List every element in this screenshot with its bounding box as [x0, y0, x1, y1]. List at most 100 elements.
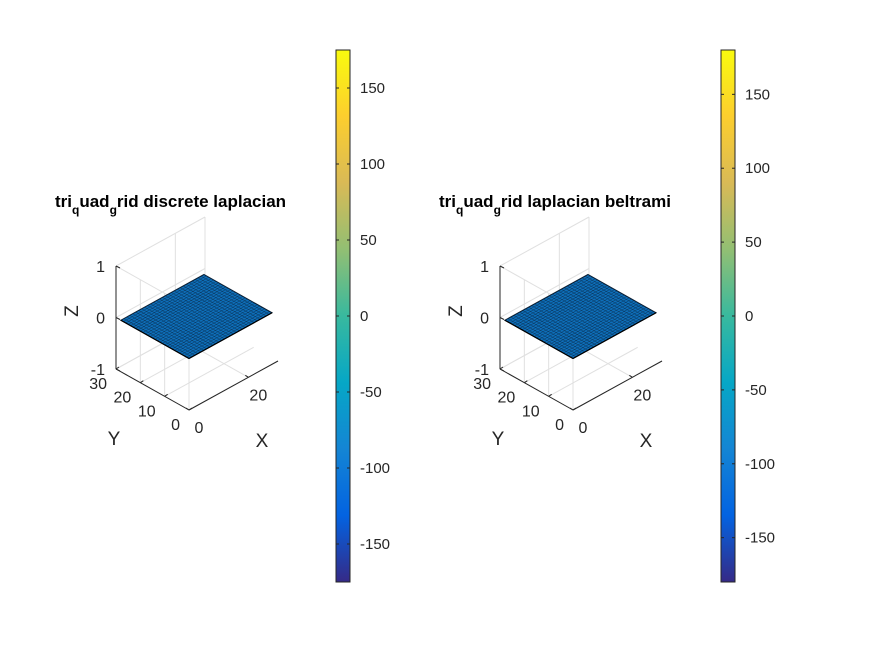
- x-tick-label: 0: [579, 420, 588, 437]
- y-axis-label: Y: [108, 429, 121, 450]
- mesh-line: [154, 293, 239, 340]
- z-tick: [115, 317, 121, 320]
- z-tick-label: 1: [480, 259, 489, 276]
- y-tick: [164, 393, 168, 397]
- x-axis-line: [572, 360, 663, 411]
- surface-edge: [572, 312, 657, 360]
- mesh-line: [180, 287, 249, 327]
- x-tick: [185, 407, 190, 411]
- axes: 0 20 0 10 20 30-1 0 1 X Y Z: [446, 259, 663, 452]
- mesh-line: [145, 287, 229, 335]
- mesh-line: [524, 285, 608, 332]
- y-tick-label: 30: [473, 376, 491, 393]
- mesh-line: [149, 290, 234, 337]
- mesh-line: [549, 295, 618, 335]
- panel-discrete-laplacian: 0 20 0 10 20 30-1 0 1 X Y Z -150 -100 -50 0 50 100 150 tr…: [55, 49, 390, 583]
- y-tick: [572, 407, 577, 411]
- colorbar-tick-label: 150: [745, 86, 770, 103]
- axes: 0 20 0 10 20 30-1 0 1 X Y Z: [62, 259, 279, 452]
- mesh-line: [531, 289, 615, 336]
- y-tick-label: 10: [522, 403, 540, 420]
- gridline: [499, 268, 590, 318]
- y-tick-label: 0: [555, 417, 564, 434]
- mesh-line: [561, 288, 630, 328]
- mesh-line: [191, 280, 261, 320]
- mesh-line: [584, 275, 654, 315]
- mesh-line: [512, 278, 596, 325]
- gridline: [548, 346, 638, 397]
- mesh-line: [174, 290, 243, 330]
- mesh-line: [529, 287, 613, 335]
- mesh-line: [142, 286, 226, 333]
- z-tick: [115, 265, 121, 269]
- y-tick-label: 20: [114, 390, 132, 407]
- mesh-line: [516, 281, 601, 328]
- x-axis-line: [188, 360, 279, 411]
- mesh-line: [128, 278, 212, 325]
- panel-laplacian-beltrami: 0 20 0 10 20 30-1 0 1 X Y Z -150 -100 -50 0 50 100 150 tr…: [439, 49, 775, 583]
- surface: [119, 273, 274, 360]
- z-tick: [499, 368, 505, 372]
- surface-edge: [504, 319, 574, 360]
- mesh-line: [514, 279, 598, 326]
- mesh-line: [538, 293, 623, 340]
- y-tick-label: 20: [498, 390, 516, 407]
- mesh-line: [125, 276, 209, 324]
- z-tick: [499, 317, 505, 320]
- colorbar-tick-label: -150: [360, 536, 390, 553]
- mesh-line: [132, 281, 217, 328]
- z-tick-label: 1: [96, 259, 105, 276]
- mesh-line: [194, 279, 264, 318]
- y-tick: [115, 366, 120, 370]
- gridline: [499, 216, 590, 267]
- colorbar-tick-label: 0: [745, 308, 753, 325]
- y-axis-line: [499, 368, 574, 411]
- colorbar-tick-label: -50: [745, 382, 767, 399]
- colorbar-tick-label: 50: [360, 232, 377, 249]
- mesh-line: [552, 293, 621, 333]
- x-tick-label: 20: [249, 387, 267, 404]
- y-tick: [499, 366, 504, 370]
- mesh-line: [564, 287, 633, 327]
- z-axis-label: Z: [446, 305, 467, 317]
- mesh-line: [555, 292, 624, 331]
- colorbar-tick-label: 100: [745, 160, 770, 177]
- z-tick: [115, 368, 121, 372]
- y-tick: [524, 380, 528, 384]
- z-tick-label: 0: [96, 311, 105, 328]
- surface-edge: [120, 319, 190, 360]
- mesh-line: [581, 277, 651, 317]
- mesh-line: [509, 276, 593, 324]
- colorbar-tick-label: -100: [745, 456, 775, 473]
- y-tick: [140, 380, 144, 384]
- colorbar: -150 -100 -50 0 50 100 150: [720, 49, 775, 583]
- y-axis-label: Y: [492, 429, 505, 450]
- mesh-line: [183, 285, 252, 325]
- mesh-line: [197, 277, 267, 317]
- chart-title: triquadgrid laplacian beltrami: [439, 192, 671, 217]
- mesh-line: [137, 283, 222, 331]
- mesh-line: [188, 282, 258, 322]
- mesh-line: [185, 284, 255, 323]
- x-axis-label: X: [640, 431, 653, 452]
- x-tick-label: 0: [195, 420, 204, 437]
- gridline: [115, 216, 206, 267]
- mesh-line: [140, 285, 224, 332]
- surface: [503, 273, 658, 360]
- gridline: [115, 268, 206, 318]
- mesh-line: [572, 282, 642, 322]
- mesh-line: [569, 284, 639, 323]
- surface-edge: [188, 312, 273, 360]
- y-axis-line: [115, 368, 190, 411]
- colorbar-tick-label: -50: [360, 384, 382, 401]
- colorbar-tick-label: 0: [360, 308, 368, 325]
- mesh-line: [171, 292, 240, 331]
- z-tick: [499, 265, 505, 269]
- z-tick-label: -1: [91, 362, 105, 379]
- colorbar-tick-label: -150: [745, 530, 775, 547]
- chart-title: triquadgrid discrete laplacian: [55, 192, 286, 217]
- mesh-line: [578, 279, 648, 318]
- z-tick-label: -1: [475, 362, 489, 379]
- mesh-line: [123, 275, 207, 322]
